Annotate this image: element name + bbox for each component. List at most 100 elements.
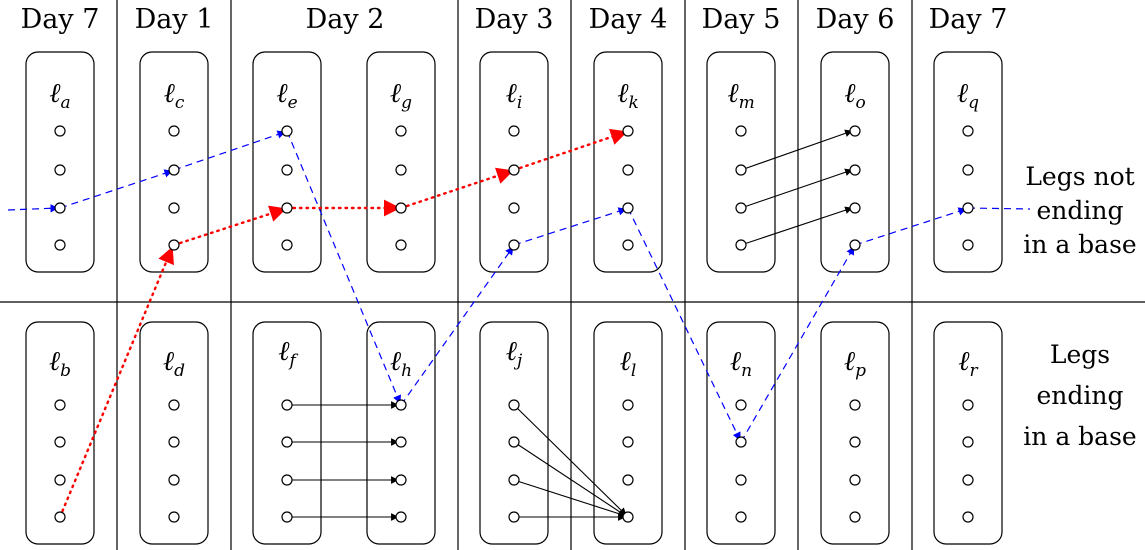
leg-node-c — [168, 164, 180, 176]
leg-node-p — [849, 474, 861, 486]
leg-node-l — [622, 474, 634, 486]
leg-box-e — [252, 51, 322, 273]
arrow-m-o — [740, 129, 853, 171]
day-header: Day 2 — [306, 4, 385, 35]
leg-boxes — [25, 51, 1003, 545]
blue-path-segment — [967, 207, 1031, 210]
blue-path-segment — [740, 246, 855, 443]
day-header: Day 4 — [589, 4, 668, 35]
blue-path-segment — [854, 207, 967, 246]
leg-node-g — [395, 239, 407, 251]
leg-node-m — [735, 125, 747, 137]
day-header: Day 7 — [929, 4, 1008, 35]
leg-label-b: ℓb — [49, 346, 71, 381]
leg-node-d — [168, 474, 180, 486]
leg-box-a — [25, 51, 95, 273]
leg-node-f — [281, 399, 293, 411]
blue-path-segment — [286, 130, 401, 404]
blue-dashed-path — [7, 130, 1031, 443]
leg-node-d — [168, 436, 180, 448]
leg-label-h: ℓh — [390, 346, 412, 381]
leg-box-o — [820, 51, 890, 273]
leg-box-l — [593, 321, 663, 545]
leg-box-f — [252, 321, 322, 545]
leg-node-q — [962, 239, 974, 251]
leg-node-k — [622, 164, 634, 176]
side-label-bottom-1: Legs — [1050, 340, 1110, 369]
leg-box-r — [933, 321, 1003, 545]
leg-node-e — [281, 164, 293, 176]
leg-node-r — [962, 474, 974, 486]
arrow-j-l — [513, 404, 627, 516]
leg-box-h — [366, 321, 436, 545]
leg-label-f: ℓf — [278, 336, 298, 371]
leg-node-j — [508, 436, 520, 448]
leg-node-r — [962, 399, 974, 411]
leg-label-d: ℓd — [163, 346, 185, 381]
leg-label-i: ℓi — [506, 78, 523, 113]
leg-node-c — [168, 239, 180, 251]
leg-node-n — [735, 436, 747, 448]
leg-node-g — [395, 164, 407, 176]
leg-node-q — [962, 164, 974, 176]
leg-box-j — [479, 321, 549, 545]
leg-label-o: ℓo — [844, 78, 866, 113]
leg-box-n — [706, 321, 776, 545]
blue-path-segment — [7, 204, 59, 213]
leg-node-q — [962, 202, 974, 214]
side-label-top-3: in a base — [1023, 230, 1136, 259]
leg-label-q: ℓq — [957, 78, 979, 113]
leg-box-c — [139, 51, 209, 273]
leg-node-h — [395, 511, 407, 523]
leg-node-l — [622, 436, 634, 448]
leg-node-c — [168, 202, 180, 214]
leg-node-q — [962, 125, 974, 137]
leg-node-l — [622, 399, 634, 411]
red-path-segment — [512, 128, 628, 172]
leg-node-o — [849, 202, 861, 214]
leg-node-o — [849, 164, 861, 176]
leg-node-a — [54, 164, 66, 176]
leg-node-a — [54, 125, 66, 137]
leg-node-i — [508, 125, 520, 137]
blue-path-segment — [400, 246, 514, 406]
leg-node-r — [962, 511, 974, 523]
leg-node-e — [281, 125, 293, 137]
leg-node-b — [54, 511, 66, 523]
leg-box-g — [366, 51, 436, 273]
arrow-j-l — [513, 441, 627, 517]
leg-node-b — [54, 474, 66, 486]
leg-node-p — [849, 436, 861, 448]
red-dotted-path — [58, 128, 628, 519]
day-headers: Day 7 Day 1 Day 2 Day 3 Day 4 Day 5 Day … — [21, 4, 1008, 35]
leg-node-n — [735, 511, 747, 523]
leg-node-a — [54, 202, 66, 214]
leg-label-a: ℓa — [49, 78, 70, 113]
leg-node-d — [168, 399, 180, 411]
day-header: Day 1 — [135, 4, 214, 35]
arrow-m-o — [740, 206, 853, 246]
leg-node-m — [735, 239, 747, 251]
leg-label-k: ℓk — [617, 78, 639, 113]
blue-path-segment — [59, 169, 173, 209]
blue-path-segment — [627, 207, 741, 441]
leg-node-m — [735, 164, 747, 176]
leg-node-j — [508, 474, 520, 486]
side-labels: Legs not ending in a base Legs ending in… — [1023, 162, 1136, 451]
leg-nodes — [54, 125, 974, 523]
leg-node-i — [508, 202, 520, 214]
leg-node-k — [622, 125, 634, 137]
leg-box-i — [479, 51, 549, 273]
leg-label-c: ℓc — [164, 78, 185, 113]
leg-node-i — [508, 239, 520, 251]
leg-node-f — [281, 474, 293, 486]
leg-box-k — [593, 51, 663, 273]
leg-node-i — [508, 164, 520, 176]
day-header: Day 3 — [475, 4, 554, 35]
leg-label-l: ℓl — [620, 346, 637, 381]
leg-node-b — [54, 436, 66, 448]
side-label-bottom-3: in a base — [1023, 422, 1136, 451]
leg-node-g — [395, 202, 407, 214]
leg-node-g — [395, 125, 407, 137]
